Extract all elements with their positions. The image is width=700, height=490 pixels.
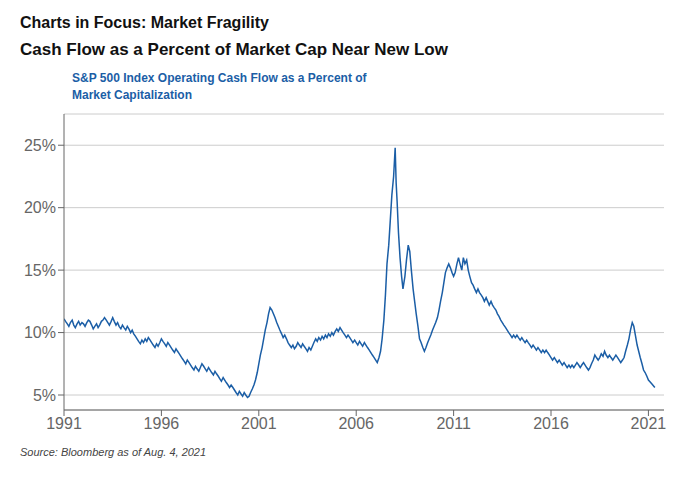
html-text:Cash Flow as a Percent of Mark: Cash Flow as a Percent of Market Cap Nea…: [20, 40, 448, 59]
svg-text:5%: 5%: [33, 387, 56, 404]
svg-text:20%: 20%: [24, 199, 56, 216]
html-text:Source: Bloomberg as of Aug. 4: Source: Bloomberg as of Aug. 4, 2021: [20, 446, 207, 458]
svg-text:2021: 2021: [631, 415, 667, 432]
svg-text:15%: 15%: [24, 262, 56, 279]
html-text:S&P 500 Index Operating Cash F: S&P 500 Index Operating Cash Flow as a P…: [72, 71, 367, 85]
svg-text:10%: 10%: [24, 324, 56, 341]
svg-text:1991: 1991: [46, 415, 82, 432]
html-text:Charts in Focus: Market Fragil: Charts in Focus: Market Fragility: [20, 14, 269, 31]
svg-text:1996: 1996: [144, 415, 180, 432]
svg-text:2016: 2016: [533, 415, 569, 432]
html-text:Market Capitalization: Market Capitalization: [72, 88, 192, 102]
svg-text:25%: 25%: [24, 137, 56, 154]
svg-text:2006: 2006: [338, 415, 374, 432]
svg-text:2011: 2011: [436, 415, 471, 432]
svg-text:2001: 2001: [241, 415, 277, 432]
